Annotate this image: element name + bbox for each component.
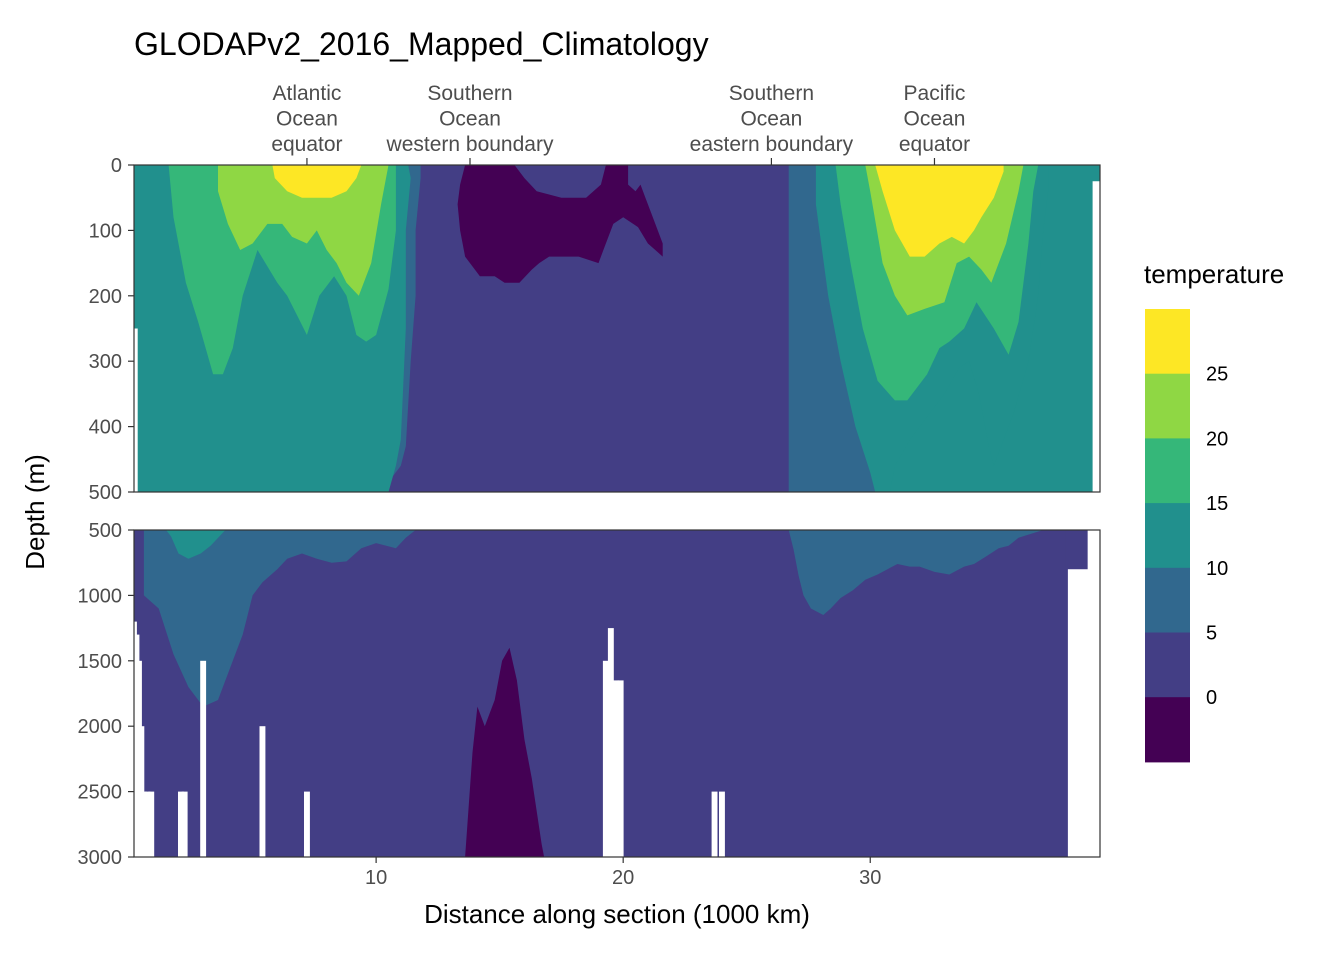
y-tick-label: 1000: [78, 585, 123, 607]
y-tick-label: 3000: [78, 847, 123, 869]
legend-swatch-15-20: [1145, 438, 1190, 504]
section-label-0-line-2: equator: [271, 133, 342, 156]
section-label-3-line-0: Pacific: [904, 82, 966, 105]
section-label-1-line-2: western boundary: [386, 133, 554, 156]
contour-region-lower-1: [134, 530, 226, 559]
contour-region-upper-12: [890, 165, 1100, 492]
section-label-1-line-1: Ocean: [439, 108, 501, 131]
contour-region-lower-3: [465, 647, 545, 857]
missing-data-lower-8: [178, 791, 184, 857]
y-tick-label: 200: [89, 286, 122, 308]
missing-data-lower-13: [304, 791, 310, 857]
legend-swatch-10-15: [1145, 503, 1190, 569]
contour-region-upper-7: [134, 165, 362, 198]
missing-data-lower-9: [181, 791, 188, 857]
contour-region-upper-8: [457, 165, 663, 283]
missing-data-lower-11: [200, 660, 207, 857]
legend-swatch--0: [1145, 697, 1190, 763]
y-axis-label: Depth (m): [20, 454, 50, 570]
missing-data-lower-19: [719, 791, 725, 857]
y-axis-ticks: 0 100 200 300 400 500 500 1000 1500 2000 2500 3000: [78, 155, 134, 869]
x-tick-label: 20: [612, 867, 634, 889]
panel-border-lower: [133, 529, 1101, 858]
lower-panel: [133, 529, 1101, 858]
legend-title: temperature: [1144, 259, 1284, 289]
section-label-0-line-0: Atlantic: [273, 82, 342, 105]
water-lower-right-top: [1065, 530, 1088, 570]
panel-border-upper: [133, 164, 1101, 493]
legend-break-label: 20: [1206, 428, 1228, 450]
contour-region-lower-2: [788, 530, 1100, 615]
y-tick-label: 500: [89, 482, 122, 504]
missing-data-lower-14: [602, 660, 609, 857]
legend-break-label: 15: [1206, 493, 1228, 515]
section-label-3-line-1: Ocean: [904, 108, 966, 131]
missing-data-upper-0: [134, 165, 138, 492]
legend-swatch-20-25: [1145, 373, 1190, 439]
section-labels: AtlanticOceanequatorSouthernOceanwestern…: [271, 82, 970, 165]
legend-swatch--25: [1145, 309, 1190, 375]
chart-title: GLODAPv2_2016_Mapped_Climatology: [134, 26, 709, 62]
legend-break-label: 0: [1206, 687, 1217, 709]
y-tick-label: 2000: [78, 716, 123, 738]
contour-region-upper-15: [875, 165, 1100, 257]
legend-break-label: 25: [1206, 364, 1228, 386]
y-tick-label: 400: [89, 417, 122, 439]
legend-swatch-0-5: [1145, 632, 1190, 698]
section-label-1-line-0: Southern: [427, 82, 512, 105]
temperature-legend: temperature 25 20 15 10 5 0: [1144, 259, 1284, 763]
section-label-2-line-2: eastern boundary: [690, 133, 854, 156]
x-axis-ticks: 10 20 30: [365, 857, 881, 889]
x-tick-label: 30: [859, 867, 881, 889]
y-tick-label: 500: [89, 520, 122, 542]
section-label-0-line-1: Ocean: [276, 108, 338, 131]
missing-data-lower-6: [148, 791, 155, 857]
x-axis-label: Distance along section (1000 km): [424, 899, 810, 929]
section-label-3-line-2: equator: [899, 133, 970, 156]
missing-data-lower-right: [1067, 530, 1100, 857]
section-label-2-line-1: Ocean: [740, 108, 802, 131]
missing-data-lower-17: [617, 680, 624, 857]
missing-data-lower-5: [144, 791, 151, 857]
missing-data-lower-4: [140, 791, 147, 857]
section-label-2-line-0: Southern: [729, 82, 814, 105]
missing-data-lower-16: [612, 680, 619, 857]
missing-data-upper-1: [1092, 181, 1100, 492]
y-tick-label: 100: [89, 220, 122, 242]
legend-swatch-5-10: [1145, 567, 1190, 633]
x-tick-label: 10: [365, 867, 387, 889]
y-tick-label: 1500: [78, 651, 123, 673]
upper-panel: [133, 164, 1101, 493]
missing-data-lower-15: [607, 628, 614, 857]
legend-break-label: 10: [1206, 558, 1228, 580]
legend-break-label: 5: [1206, 623, 1217, 645]
y-tick-label: 2500: [78, 782, 123, 804]
missing-data-lower-18: [711, 791, 718, 857]
y-tick-label: 0: [111, 155, 122, 177]
missing-data-lower-12: [259, 726, 266, 857]
y-tick-label: 300: [89, 351, 122, 373]
